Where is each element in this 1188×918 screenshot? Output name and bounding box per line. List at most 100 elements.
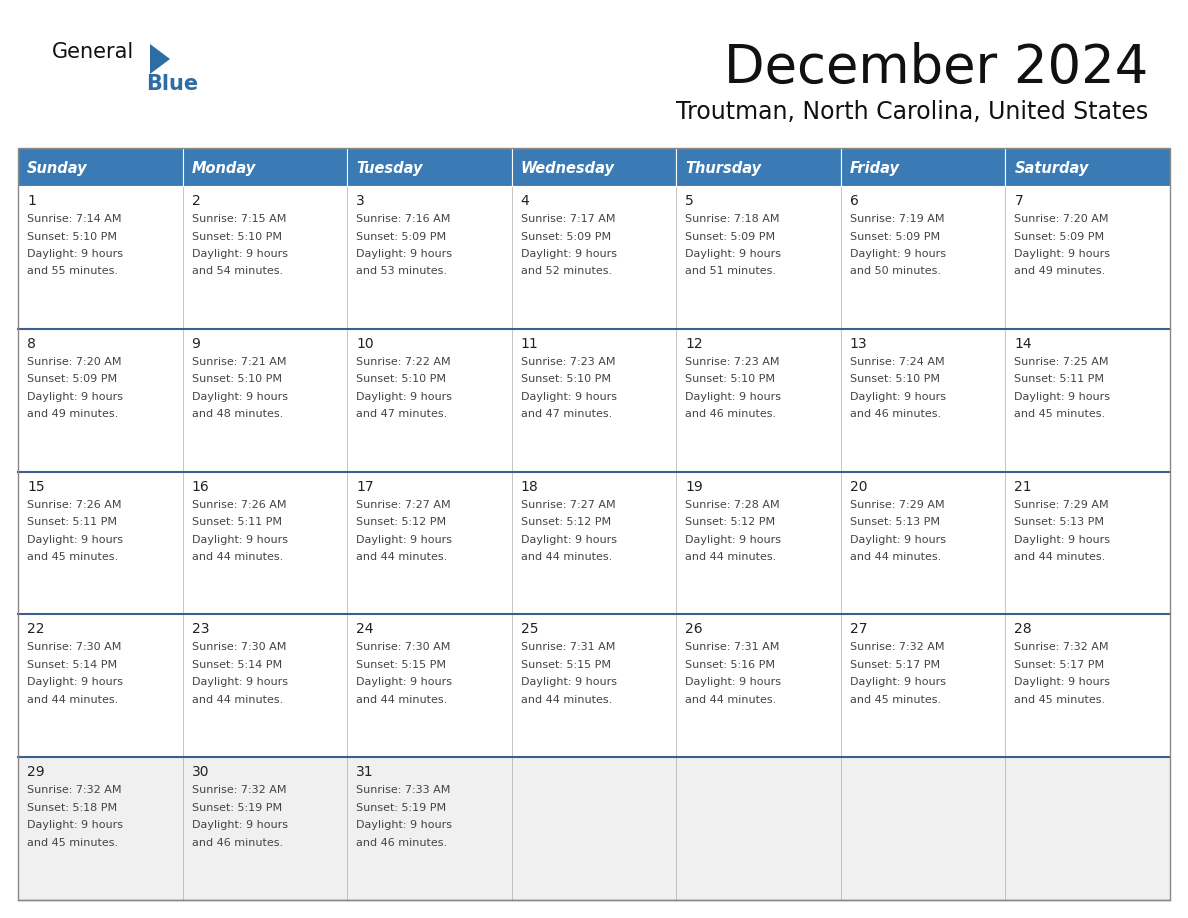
Bar	[183, 186, 347, 329]
Text: and 44 minutes.: and 44 minutes.	[520, 695, 612, 705]
Bar	[676, 757, 841, 900]
Text: Daylight: 9 hours: Daylight: 9 hours	[520, 677, 617, 688]
Text: Sunrise: 7:32 AM: Sunrise: 7:32 AM	[849, 643, 944, 653]
Text: and 48 minutes.: and 48 minutes.	[191, 409, 283, 420]
Text: Sunrise: 7:15 AM: Sunrise: 7:15 AM	[191, 214, 286, 224]
Text: 14: 14	[1015, 337, 1032, 351]
Text: 6: 6	[849, 194, 859, 208]
Bar	[1005, 614, 1170, 757]
Text: 1: 1	[27, 194, 36, 208]
Bar	[512, 186, 676, 329]
Text: 25: 25	[520, 622, 538, 636]
Text: and 44 minutes.: and 44 minutes.	[1015, 552, 1106, 562]
Bar	[676, 148, 841, 186]
Text: Daylight: 9 hours: Daylight: 9 hours	[356, 677, 453, 688]
Text: and 45 minutes.: and 45 minutes.	[27, 552, 118, 562]
Text: Daylight: 9 hours: Daylight: 9 hours	[849, 249, 946, 259]
Text: Sunrise: 7:20 AM: Sunrise: 7:20 AM	[27, 357, 121, 367]
Text: Sunset: 5:11 PM: Sunset: 5:11 PM	[27, 517, 116, 527]
Text: Daylight: 9 hours: Daylight: 9 hours	[685, 534, 782, 544]
Text: Blue: Blue	[146, 74, 198, 94]
Bar	[676, 614, 841, 757]
Text: 13: 13	[849, 337, 867, 351]
Text: Sunset: 5:12 PM: Sunset: 5:12 PM	[520, 517, 611, 527]
Text: and 45 minutes.: and 45 minutes.	[27, 838, 118, 847]
Text: Sunset: 5:11 PM: Sunset: 5:11 PM	[191, 517, 282, 527]
Text: and 44 minutes.: and 44 minutes.	[191, 695, 283, 705]
Text: Sunset: 5:10 PM: Sunset: 5:10 PM	[685, 375, 776, 385]
Text: Daylight: 9 hours: Daylight: 9 hours	[685, 677, 782, 688]
Text: Daylight: 9 hours: Daylight: 9 hours	[685, 249, 782, 259]
Bar	[347, 186, 512, 329]
Text: 17: 17	[356, 479, 374, 494]
Text: 3: 3	[356, 194, 365, 208]
Text: 5: 5	[685, 194, 694, 208]
Text: Daylight: 9 hours: Daylight: 9 hours	[27, 677, 124, 688]
Text: and 44 minutes.: and 44 minutes.	[191, 552, 283, 562]
Text: and 53 minutes.: and 53 minutes.	[356, 266, 447, 276]
Bar	[1005, 148, 1170, 186]
Text: Daylight: 9 hours: Daylight: 9 hours	[191, 249, 287, 259]
Text: Sunset: 5:19 PM: Sunset: 5:19 PM	[356, 802, 447, 812]
Text: 28: 28	[1015, 622, 1032, 636]
Bar	[18, 148, 183, 186]
Text: Sunrise: 7:26 AM: Sunrise: 7:26 AM	[27, 499, 121, 509]
Text: and 47 minutes.: and 47 minutes.	[356, 409, 448, 420]
Text: Daylight: 9 hours: Daylight: 9 hours	[27, 534, 124, 544]
Text: Sunset: 5:14 PM: Sunset: 5:14 PM	[191, 660, 282, 670]
Bar	[18, 148, 1170, 900]
Text: Sunset: 5:09 PM: Sunset: 5:09 PM	[356, 231, 447, 241]
Bar	[183, 614, 347, 757]
Text: and 52 minutes.: and 52 minutes.	[520, 266, 612, 276]
Text: and 55 minutes.: and 55 minutes.	[27, 266, 118, 276]
Text: Daylight: 9 hours: Daylight: 9 hours	[1015, 392, 1111, 402]
Text: Sunset: 5:10 PM: Sunset: 5:10 PM	[27, 231, 116, 241]
Text: Daylight: 9 hours: Daylight: 9 hours	[191, 820, 287, 830]
Text: Sunset: 5:10 PM: Sunset: 5:10 PM	[849, 375, 940, 385]
Text: 8: 8	[27, 337, 36, 351]
Bar	[183, 148, 347, 186]
Text: and 44 minutes.: and 44 minutes.	[356, 695, 448, 705]
Text: Sunrise: 7:26 AM: Sunrise: 7:26 AM	[191, 499, 286, 509]
Text: Sunrise: 7:19 AM: Sunrise: 7:19 AM	[849, 214, 944, 224]
Text: and 46 minutes.: and 46 minutes.	[685, 409, 777, 420]
Text: 29: 29	[27, 766, 45, 779]
Bar	[676, 186, 841, 329]
Text: Daylight: 9 hours: Daylight: 9 hours	[356, 249, 453, 259]
Bar	[1005, 186, 1170, 329]
Text: 12: 12	[685, 337, 703, 351]
Text: and 44 minutes.: and 44 minutes.	[27, 695, 119, 705]
Text: 2: 2	[191, 194, 201, 208]
Text: and 44 minutes.: and 44 minutes.	[685, 695, 777, 705]
Text: and 51 minutes.: and 51 minutes.	[685, 266, 776, 276]
Text: Sunset: 5:15 PM: Sunset: 5:15 PM	[520, 660, 611, 670]
Text: Sunrise: 7:23 AM: Sunrise: 7:23 AM	[520, 357, 615, 367]
Bar	[347, 472, 512, 614]
Text: Sunrise: 7:33 AM: Sunrise: 7:33 AM	[356, 785, 450, 795]
Text: 26: 26	[685, 622, 703, 636]
Text: Daylight: 9 hours: Daylight: 9 hours	[849, 392, 946, 402]
Text: Sunset: 5:10 PM: Sunset: 5:10 PM	[191, 231, 282, 241]
Text: Sunrise: 7:32 AM: Sunrise: 7:32 AM	[27, 785, 121, 795]
Text: Sunrise: 7:17 AM: Sunrise: 7:17 AM	[520, 214, 615, 224]
Text: Sunrise: 7:16 AM: Sunrise: 7:16 AM	[356, 214, 450, 224]
Text: Sunrise: 7:32 AM: Sunrise: 7:32 AM	[191, 785, 286, 795]
Text: 10: 10	[356, 337, 374, 351]
Bar	[183, 472, 347, 614]
Bar	[841, 148, 1005, 186]
Text: Troutman, North Carolina, United States: Troutman, North Carolina, United States	[676, 100, 1148, 124]
Text: and 45 minutes.: and 45 minutes.	[1015, 695, 1106, 705]
Text: Sunset: 5:18 PM: Sunset: 5:18 PM	[27, 802, 118, 812]
Text: Sunset: 5:16 PM: Sunset: 5:16 PM	[685, 660, 776, 670]
Polygon shape	[150, 44, 170, 74]
Text: and 44 minutes.: and 44 minutes.	[849, 552, 941, 562]
Text: Sunset: 5:13 PM: Sunset: 5:13 PM	[849, 517, 940, 527]
Text: Sunrise: 7:23 AM: Sunrise: 7:23 AM	[685, 357, 779, 367]
Bar	[512, 614, 676, 757]
Text: Sunset: 5:19 PM: Sunset: 5:19 PM	[191, 802, 282, 812]
Bar	[841, 329, 1005, 472]
Text: 27: 27	[849, 622, 867, 636]
Text: Daylight: 9 hours: Daylight: 9 hours	[27, 820, 124, 830]
Text: 16: 16	[191, 479, 209, 494]
Bar	[183, 757, 347, 900]
